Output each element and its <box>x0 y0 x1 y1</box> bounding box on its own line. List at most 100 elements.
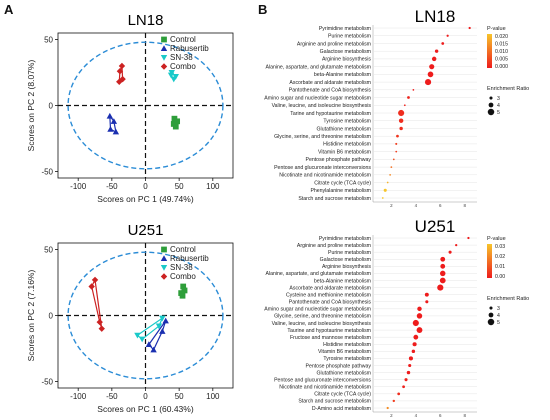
pca-u251-legend-label: SN-38 <box>170 263 193 272</box>
en-u251-enrichment-dot <box>408 356 413 361</box>
en-u251-enrichment-dot <box>417 306 422 312</box>
pca-u251-point-control <box>180 283 187 290</box>
pca-u251-legend-marker <box>160 264 168 271</box>
en-ln18-pvalue-tick: 0.010 <box>495 49 508 55</box>
en-u251-pathway-label: Citrate cycle (TCA cycle) <box>314 392 371 398</box>
en-ln18-ratio-legend-dot <box>488 102 494 108</box>
pca-ln18-point-rabusertib <box>110 118 118 124</box>
en-ln18-enrichment-dot <box>431 56 437 62</box>
en-u251-enrichment-dot <box>402 385 405 389</box>
en-ln18-pathway-label: Arginine and proline metabolism <box>297 41 371 47</box>
en-u251-xtick-label: 4 <box>415 413 418 418</box>
en-u251-enrichment-dot <box>412 319 419 327</box>
en-ln18-pathway-label: Alanine, aspartate, and glutamate metabo… <box>265 64 371 70</box>
en-u251-enrichment-dot <box>404 378 408 382</box>
pca-u251-ytick-label: 0 <box>49 312 54 321</box>
en-ln18-pathway-label: Pantothenate and CoA biosynthesis <box>289 88 372 94</box>
en-ln18-ratio-legend-dot <box>487 108 495 116</box>
pca-ln18-point-combo <box>118 62 126 70</box>
pca-ln18-point-combo <box>116 68 124 75</box>
pca-u251-legend-label: Control <box>170 245 196 254</box>
en-ln18-enrichment-dot <box>398 109 405 117</box>
en-ln18-ratio-legend-label: 4 <box>497 103 500 109</box>
pca-ln18-point-sn-38 <box>167 72 175 79</box>
en-ln18-enrichment-dot <box>389 173 391 176</box>
en-ln18-enrichment-dot <box>424 79 432 86</box>
pca-ln18-ytick-label: 0 <box>49 102 54 111</box>
pca-ln18-xtick-label: 0 <box>143 182 148 191</box>
pca-u251-xtick-label: 100 <box>206 392 220 401</box>
pca-u251-confidence-ellipse <box>67 251 224 380</box>
en-ln18-pathway-label: Amino sugar and nucleotide sugar metabol… <box>264 95 371 101</box>
en-u251-pathway-label: Pentose phosphate pathway <box>306 363 372 369</box>
en-ln18-pvalue-tick: 0.005 <box>495 56 508 62</box>
en-ln18-pathway-label: Pentose phosphate pathway <box>306 157 372 163</box>
en-u251-pathway-label: Pantothenate and CoA biosynthesis <box>289 300 372 306</box>
en-u251-pathway-label: Arginine and proline metabolism <box>297 243 371 249</box>
pca-u251-xtick-label: 0 <box>143 392 148 401</box>
en-ln18-enrichment-dot <box>383 188 387 192</box>
pca-ln18-legend-marker <box>160 63 168 70</box>
pca-u251-point-combo <box>98 325 105 332</box>
en-u251-ratio-legend-title: Enrichment Ratio <box>487 296 529 302</box>
en-ln18-enrichment-dot <box>407 96 410 99</box>
pca-u251-point-combo <box>91 276 99 284</box>
pca-ln18-legend-label: Rabusertib <box>170 44 209 53</box>
pca-ln18-point-rabusertib <box>106 112 114 119</box>
pca-u251-title: U251 <box>128 222 164 239</box>
en-ln18-enrichment-dot <box>398 118 404 123</box>
en-u251-enrichment-dot <box>408 363 412 368</box>
en-u251-pathway-label: Amino sugar and nucleotide sugar metabol… <box>264 307 371 313</box>
en-ln18-xtick-label: 2 <box>390 203 393 208</box>
en-u251-pathway-label: Glycine, serine, and threonine metabolis… <box>274 314 371 320</box>
en-ln18-pathway-label: Glutathione metabolism <box>317 126 372 132</box>
en-u251-enrichment-dot <box>416 313 423 319</box>
en-u251-enrichment-dot <box>412 342 417 347</box>
en-ln18-pathway-label: Pyrimidine metabolism <box>319 26 371 32</box>
en-u251-pvalue-tick: 0.00 <box>495 274 505 280</box>
en-u251-pvalue-tick: 0.01 <box>495 264 505 270</box>
en-u251-enrichment-dot <box>440 263 446 269</box>
en-u251-enrichment-dot <box>411 349 416 354</box>
pca-u251-legend-label: Combo <box>170 272 196 281</box>
pca-u251-xtick-label: 50 <box>175 392 184 401</box>
pca-ln18-point-combo <box>116 78 123 85</box>
pca-u251-xlabel: Scores on PC 1 (60.43%) <box>97 404 194 414</box>
en-u251-pathway-label: Purine metabolism <box>328 250 371 256</box>
en-u251-pathway-label: Nicotinate and nicotinamide metabolism <box>279 385 371 391</box>
en-u251-pathway-label: Histidine metabolism <box>323 342 371 348</box>
panel-label-b: B <box>258 2 268 17</box>
pca-ln18-ytick-label: -50 <box>41 167 53 176</box>
en-u251-pathway-label: Tyrosine metabolism <box>323 356 371 362</box>
en-ln18-pvalue-tick: 0.020 <box>495 34 508 40</box>
en-ln18-enrichment-dot <box>392 158 395 161</box>
en-ln18-ratio-legend-label: 3 <box>497 96 500 102</box>
en-u251-pathway-label: Taurine and hypotaurine metabolism <box>287 328 371 334</box>
pca-ln18-point-sn-38 <box>170 76 177 83</box>
en-u251-enrichment-dot <box>439 277 446 284</box>
en-u251-ratio-legend-label: 4 <box>497 313 500 319</box>
en-ln18-pathway-label: Pentose and glucuronate interconversions <box>274 165 371 171</box>
en-u251-enrichment-dot <box>440 256 446 262</box>
pca-u251-ytick-label: -50 <box>41 377 53 386</box>
en-u251-ratio-legend-dot <box>487 318 495 326</box>
en-ln18-enrichment-dot <box>396 134 399 138</box>
pca-u251-point-rabusertib <box>162 317 169 324</box>
pca-u251-point-rabusertib <box>159 328 166 334</box>
en-u251-enrichment-dot <box>416 327 423 333</box>
en-ln18-pvalue-tick: 0.015 <box>495 41 508 47</box>
pca-u251-xtick-label: -50 <box>106 392 118 401</box>
en-ln18-enrichment-dot <box>441 42 445 45</box>
pca-ln18-xlabel: Scores on PC 1 (49.74%) <box>97 194 194 204</box>
en-u251-enrichment-dot <box>397 392 401 396</box>
pca-ln18-legend-marker <box>161 36 167 43</box>
en-u251-pathway-label: Valine, leucine, and isoleucine biosynth… <box>272 321 372 327</box>
en-u251-xtick-label: 8 <box>464 413 467 418</box>
en-u251-pathway-label: Galactose metabolism <box>320 257 371 263</box>
en-ln18-enrichment-dot <box>386 181 389 184</box>
en-u251-pathway-label: Cysteine and methionine metabolism <box>286 292 371 298</box>
pca-u251-point-control <box>178 290 185 296</box>
en-u251-pathway-label: Starch and sucrose metabolism <box>298 399 371 405</box>
pca-ln18-point-combo <box>119 75 126 83</box>
en-u251-ratio-legend-dot <box>488 312 494 318</box>
